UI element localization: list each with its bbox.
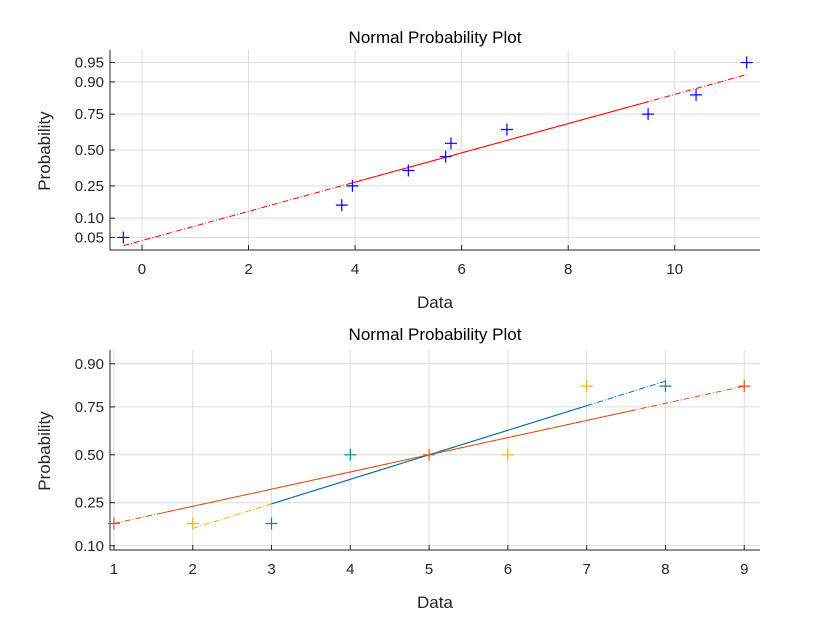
bottom-y-tick-label: 0.75 bbox=[75, 399, 104, 416]
bottom-y-tick-label: 0.50 bbox=[75, 447, 104, 464]
bottom-data-point-marker bbox=[186, 517, 199, 530]
bottom-data-point-marker bbox=[659, 380, 672, 393]
bottom-x-tick-label: 6 bbox=[504, 561, 512, 578]
bottom-x-tick-label: 5 bbox=[425, 561, 433, 578]
bottom-x-tick-label: 3 bbox=[267, 561, 275, 578]
top-plot-y-label: Probability bbox=[35, 111, 54, 191]
bottom-data-point-marker bbox=[580, 380, 593, 393]
bottom-data-point-marker bbox=[501, 448, 514, 461]
bottom-data-point-marker bbox=[265, 517, 278, 530]
bottom-x-tick-label: 1 bbox=[110, 561, 118, 578]
bottom-x-tick-label: 4 bbox=[346, 561, 354, 578]
bottom-plot-y-label: Probability bbox=[35, 411, 54, 491]
top-y-tick-label: 0.10 bbox=[75, 210, 104, 227]
top-x-tick-label: 10 bbox=[666, 261, 683, 278]
top-data-point-marker bbox=[444, 137, 457, 150]
top-y-tick-label: 0.25 bbox=[75, 178, 104, 195]
top-data-point-marker bbox=[500, 123, 513, 136]
top-y-tick-label: 0.95 bbox=[75, 55, 104, 72]
top-plot-title: Normal Probability Plot bbox=[349, 28, 522, 47]
bottom-x-tick-label: 9 bbox=[740, 561, 748, 578]
bottom-data-point-marker bbox=[738, 380, 751, 393]
top-data-point-marker bbox=[690, 88, 703, 101]
bottom-probability-plot: Normal Probability Plot Data Probability… bbox=[35, 325, 760, 612]
bottom-plot-title: Normal Probability Plot bbox=[349, 325, 522, 344]
top-fit-line bbox=[352, 101, 649, 184]
bottom-y-tick-label: 0.25 bbox=[75, 495, 104, 512]
top-x-tick-label: 8 bbox=[564, 261, 572, 278]
bottom-data-point-marker bbox=[423, 448, 436, 461]
top-x-tick-label: 0 bbox=[138, 261, 146, 278]
top-y-tick-label: 0.90 bbox=[75, 74, 104, 91]
bottom-fit-line bbox=[161, 409, 635, 514]
top-plot-x-label: Data bbox=[417, 293, 453, 312]
bottom-data-point-marker bbox=[344, 448, 357, 461]
bottom-x-tick-label: 7 bbox=[582, 561, 590, 578]
top-y-tick-label: 0.75 bbox=[75, 106, 104, 123]
top-axes-frame bbox=[109, 50, 760, 251]
bottom-data-point-marker bbox=[107, 517, 120, 530]
top-data-point-marker bbox=[740, 56, 753, 69]
bottom-plot-x-label: Data bbox=[417, 593, 453, 612]
top-x-tick-label: 2 bbox=[244, 261, 252, 278]
top-data-point-marker bbox=[642, 108, 655, 121]
top-data-point-marker bbox=[335, 199, 348, 212]
bottom-x-tick-label: 2 bbox=[189, 561, 197, 578]
bottom-y-tick-label: 0.10 bbox=[75, 538, 104, 555]
bottom-y-tick-label: 0.90 bbox=[75, 356, 104, 373]
top-y-tick-label: 0.05 bbox=[75, 229, 104, 246]
top-data-point-marker bbox=[117, 231, 130, 244]
top-data-point-marker bbox=[439, 150, 452, 163]
top-y-tick-label: 0.50 bbox=[75, 142, 104, 159]
top-data-point-marker bbox=[402, 164, 415, 177]
bottom-x-tick-label: 8 bbox=[661, 561, 669, 578]
top-x-tick-label: 6 bbox=[457, 261, 465, 278]
top-probability-plot: Normal Probability Plot Data Probability… bbox=[35, 28, 760, 312]
top-data-point-marker bbox=[346, 179, 359, 192]
bottom-axes-frame bbox=[109, 350, 760, 551]
top-x-tick-label: 4 bbox=[351, 261, 359, 278]
